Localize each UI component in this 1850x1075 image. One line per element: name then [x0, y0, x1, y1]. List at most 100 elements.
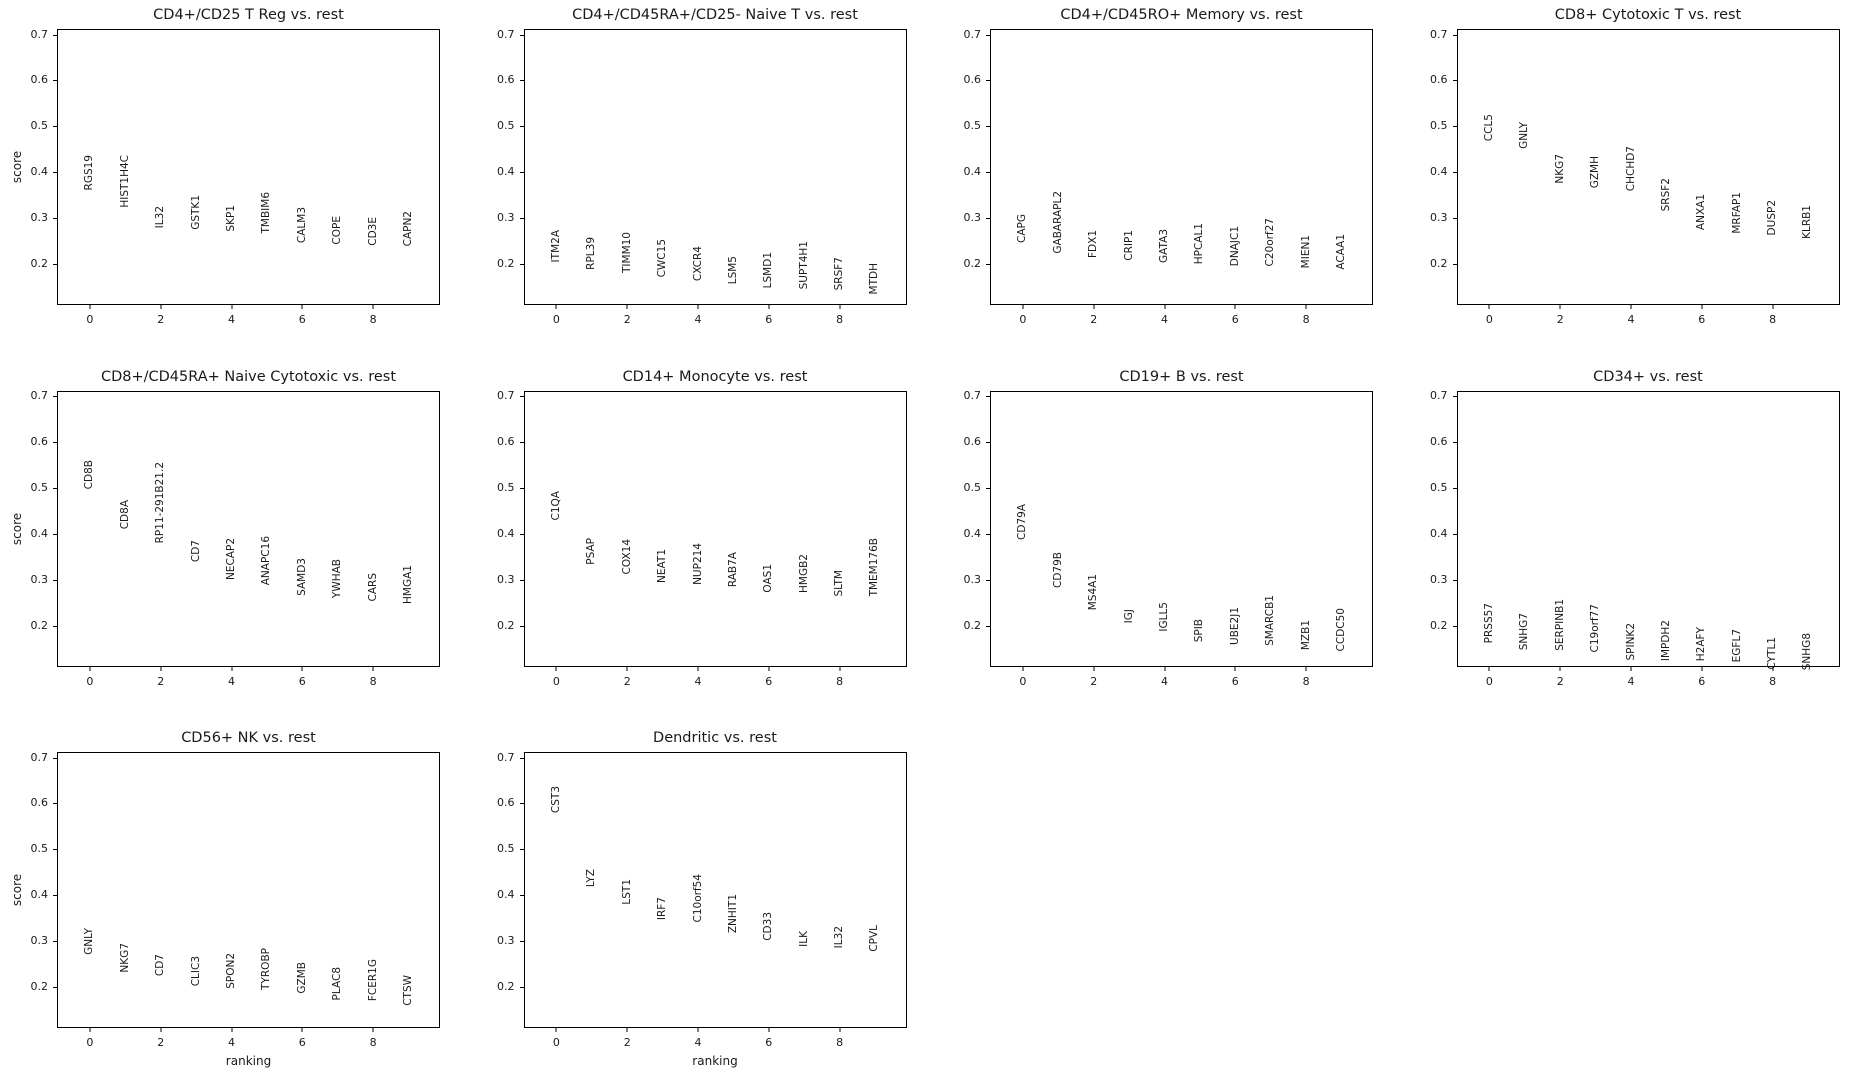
- gene-label: C19orf77: [1589, 603, 1602, 653]
- x-tick-label: 8: [1302, 674, 1310, 688]
- y-tick-label: 0.5: [1430, 119, 1448, 133]
- x-tick-mark: [839, 1028, 841, 1032]
- y-tick-label: 0.2: [1430, 257, 1448, 271]
- y-tick-mark: [519, 34, 524, 36]
- subplot-cd8-cd45ra-naive-cytotoxic-vs-rest: CD8+/CD45RA+ Naive Cytotoxic vs. rest 0.2…: [10, 369, 440, 688]
- gene-label: CD33: [762, 911, 775, 941]
- gene-label: GZMH: [1589, 156, 1602, 189]
- gene-label: SRSF2: [1659, 177, 1672, 211]
- x-tick-label: 0: [1019, 313, 1027, 326]
- gene-label: CD8B: [83, 459, 96, 490]
- y-tick-label: 0.6: [30, 434, 49, 448]
- y-tick-label: 0.3: [497, 934, 515, 948]
- y-tick-mark: [53, 441, 57, 443]
- axes-frame: [57, 29, 440, 305]
- y-tick-mark: [519, 849, 524, 851]
- x-tick-label: 8: [836, 674, 844, 688]
- x-tick-label: 8: [369, 313, 377, 326]
- y-tick-mark: [986, 218, 990, 220]
- y-tick-label: 0.7: [30, 27, 49, 41]
- gene-label: CD3E: [366, 217, 379, 246]
- y-tick-mark: [1452, 126, 1457, 128]
- x-tick-label: 6: [1231, 313, 1239, 326]
- x-axis-label: ranking: [225, 1054, 272, 1068]
- gene-label: CARS: [366, 572, 379, 602]
- y-tick-label: 0.3: [1430, 572, 1448, 586]
- plot-title: CD8+ Cytotoxic T vs. rest: [1554, 7, 1742, 23]
- x-tick-mark: [89, 1028, 91, 1032]
- gene-label: SERPINB1: [1553, 599, 1566, 651]
- x-tick-mark: [1630, 666, 1632, 671]
- y-tick-mark: [519, 941, 524, 943]
- x-tick-label: 4: [228, 1036, 235, 1049]
- x-tick-mark: [231, 305, 232, 309]
- y-tick-label: 0.5: [497, 842, 515, 856]
- gene-label: CST3: [549, 786, 562, 814]
- plot-title: Dendritic vs. rest: [653, 730, 777, 746]
- gene-label: GATA3: [1158, 229, 1170, 264]
- gene-label: RP11-291B21.2: [154, 461, 167, 543]
- gene-label: PSAP: [585, 537, 598, 565]
- gene-label: MZB1: [1299, 620, 1312, 651]
- x-tick-mark: [372, 666, 374, 671]
- y-tick-label: 0.4: [30, 526, 49, 540]
- gene-label: ITM2A: [549, 229, 562, 263]
- y-tick-label: 0.7: [497, 27, 515, 41]
- x-tick-label: 2: [1556, 313, 1564, 326]
- gene-label: IRF7: [656, 896, 669, 921]
- y-tick-label: 0.2: [963, 257, 982, 271]
- subplot-dendritic-vs-rest: Dendritic vs. rest 0.2 0.3 0.4 0.5 0.6 0.7 0 2 4 6…: [497, 730, 907, 1068]
- x-tick-mark: [1234, 305, 1236, 309]
- gene-label: RAB7A: [726, 551, 739, 588]
- y-tick-label: 0.6: [963, 73, 982, 87]
- x-tick-mark: [1559, 305, 1561, 309]
- y-tick-label: 0.7: [497, 389, 515, 403]
- y-tick-label: 0.4: [1430, 165, 1448, 179]
- y-tick-mark: [519, 396, 524, 397]
- y-tick-mark: [1452, 172, 1457, 174]
- x-tick-mark: [768, 1028, 770, 1032]
- x-tick-mark: [1305, 305, 1307, 309]
- y-tick-label: 0.4: [30, 888, 49, 902]
- gene-label: IMPDH2: [1659, 619, 1672, 661]
- gene-label: IL32: [154, 206, 167, 229]
- subplot-cd8-cytotoxic-t-vs-rest: CD8+ Cytotoxic T vs. rest 0.2 0.3 0.4 0.5 0.6…: [1430, 7, 1840, 326]
- x-tick-label: 2: [623, 1036, 631, 1049]
- x-tick-label: 2: [1090, 674, 1098, 688]
- y-tick-mark: [519, 172, 524, 174]
- plot-title: CD4+/CD45RA+/CD25- Naive T vs. rest: [572, 7, 858, 23]
- gene-label: EGFL7: [1730, 629, 1743, 663]
- y-tick-mark: [986, 487, 990, 489]
- plot-title: CD4+/CD45RO+ Memory vs. rest: [1060, 7, 1303, 23]
- plot-title: CD56+ NK vs. rest: [181, 730, 316, 746]
- y-tick-mark: [53, 895, 57, 897]
- x-tick-mark: [89, 305, 91, 309]
- x-tick-mark: [1488, 666, 1490, 671]
- gene-label: TMBIM6: [260, 192, 273, 234]
- gene-label: CTSW: [401, 975, 414, 1006]
- y-tick-mark: [986, 34, 990, 36]
- gene-label: NKG7: [118, 942, 131, 973]
- gene-label: FCER1G: [366, 959, 379, 1002]
- y-tick-mark: [519, 533, 524, 535]
- gene-label: H2AFY: [1695, 627, 1708, 662]
- x-tick-mark: [301, 1028, 303, 1032]
- axes-frame: [523, 29, 907, 305]
- gene-label: MS4A1: [1087, 574, 1100, 611]
- y-tick-label: 0.5: [963, 480, 982, 494]
- x-tick-label: 0: [86, 1036, 94, 1049]
- y-tick-mark: [1452, 625, 1457, 627]
- x-tick-mark: [160, 1028, 162, 1032]
- y-tick-label: 0.2: [30, 618, 49, 632]
- gene-label: GSTK1: [189, 194, 202, 230]
- y-tick-mark: [1452, 34, 1457, 36]
- gene-label: SRSF7: [833, 257, 846, 291]
- gene-label: SPINK2: [1624, 622, 1637, 661]
- y-tick-mark: [53, 757, 57, 759]
- gene-label: RPL39: [585, 236, 598, 270]
- y-tick-label: 0.3: [1430, 211, 1448, 225]
- y-tick-label: 0.6: [497, 434, 515, 448]
- y-tick-label: 0.6: [30, 796, 49, 810]
- y-tick-label: 0.2: [497, 980, 515, 994]
- gene-label: TIMM10: [620, 232, 633, 274]
